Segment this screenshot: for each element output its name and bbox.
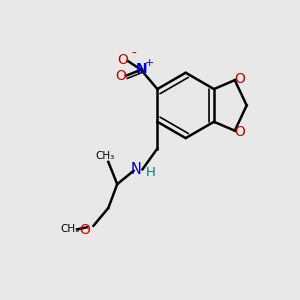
Text: +: + [145,58,154,68]
Text: O: O [80,223,91,237]
Text: N: N [136,62,148,76]
Text: O: O [115,69,126,83]
Text: O: O [117,53,128,67]
Text: CH₃: CH₃ [60,224,79,234]
Text: N: N [130,162,141,177]
Text: O: O [235,72,246,86]
Text: H: H [146,167,156,179]
Text: CH₃: CH₃ [96,151,115,161]
Text: -: - [132,47,136,61]
Text: O: O [235,125,246,139]
